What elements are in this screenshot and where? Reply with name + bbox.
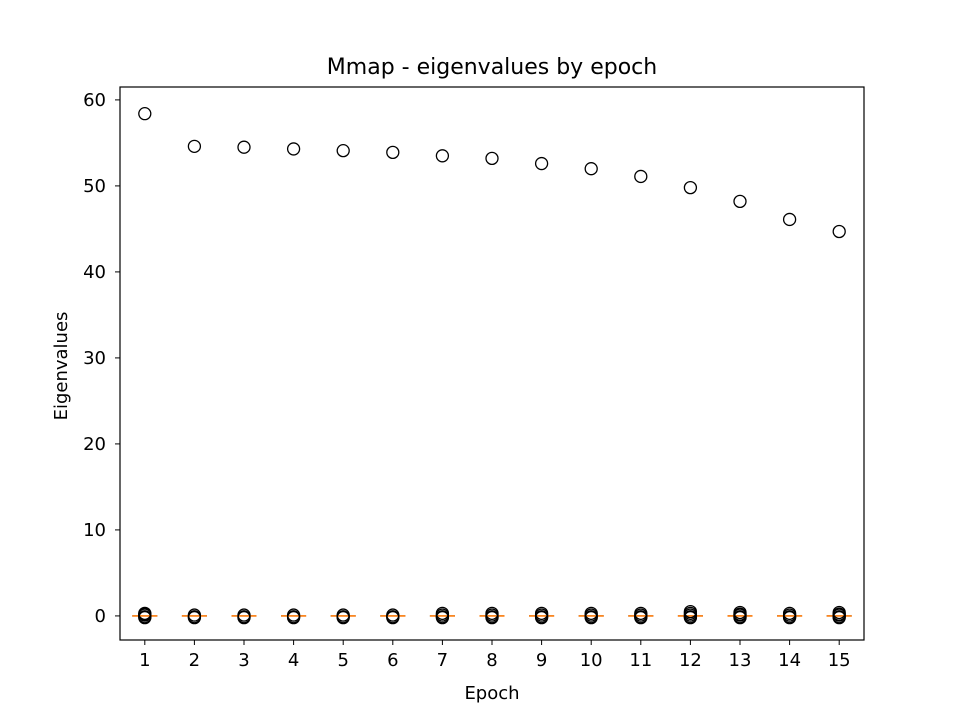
outlier-point [534, 610, 549, 625]
chart-title: Mmap - eigenvalues by epoch [327, 55, 657, 80]
outlier-point [782, 610, 797, 625]
outlier-point [336, 610, 350, 625]
y-tick-label: 60 [83, 90, 106, 111]
outlier-point [435, 149, 450, 163]
x-tick-label: 5 [337, 650, 348, 671]
outlier-point [286, 610, 301, 625]
outlier-point [138, 610, 152, 625]
outlier-point [435, 610, 450, 625]
y-axis-label: Eigenvalues [51, 312, 72, 421]
outlier-point [336, 143, 350, 158]
outlier-point [237, 610, 251, 625]
outlier-point [286, 142, 301, 156]
outlier-point [683, 180, 698, 195]
x-tick-label: 13 [729, 650, 752, 671]
outlier-point [683, 610, 698, 625]
y-tick-label: 0 [95, 606, 106, 627]
outlier-point [187, 610, 202, 625]
plot-area [132, 107, 852, 625]
outlier-point [832, 610, 846, 625]
outlier-point [584, 162, 598, 176]
x-tick-label: 14 [778, 650, 801, 671]
y-tick-label: 30 [83, 348, 106, 369]
y-tick-label: 20 [83, 434, 106, 455]
x-tick-label: 4 [288, 650, 299, 671]
x-tick-label: 11 [629, 650, 652, 671]
x-tick-label: 8 [486, 650, 497, 671]
outlier-point [782, 212, 797, 227]
outlier-point [832, 224, 846, 239]
outlier-point [534, 156, 549, 171]
y-tick-label: 10 [83, 520, 106, 541]
outlier-point [138, 107, 152, 121]
outlier-point [237, 140, 251, 154]
x-tick-label: 2 [189, 650, 200, 671]
outlier-point [634, 610, 648, 625]
x-tick-label: 9 [536, 650, 547, 671]
x-tick-label: 1 [139, 650, 150, 671]
outlier-point [485, 610, 499, 625]
x-tick-label: 7 [437, 650, 448, 671]
outlier-point [733, 194, 747, 209]
outlier-point [386, 610, 400, 625]
x-tick-label: 10 [580, 650, 603, 671]
x-tick-label: 6 [387, 650, 398, 671]
x-axis-label: Epoch [464, 683, 519, 704]
y-tick-label: 50 [83, 176, 106, 197]
outlier-point [634, 169, 648, 184]
outlier-point [733, 610, 747, 625]
y-tick-label: 40 [83, 262, 106, 283]
outlier-point [485, 151, 499, 166]
outlier-point [187, 139, 202, 153]
x-tick-label: 12 [679, 650, 702, 671]
outlier-point [584, 610, 598, 625]
x-tick-label: 15 [828, 650, 851, 671]
x-tick-label: 3 [238, 650, 249, 671]
outlier-point [386, 145, 400, 160]
